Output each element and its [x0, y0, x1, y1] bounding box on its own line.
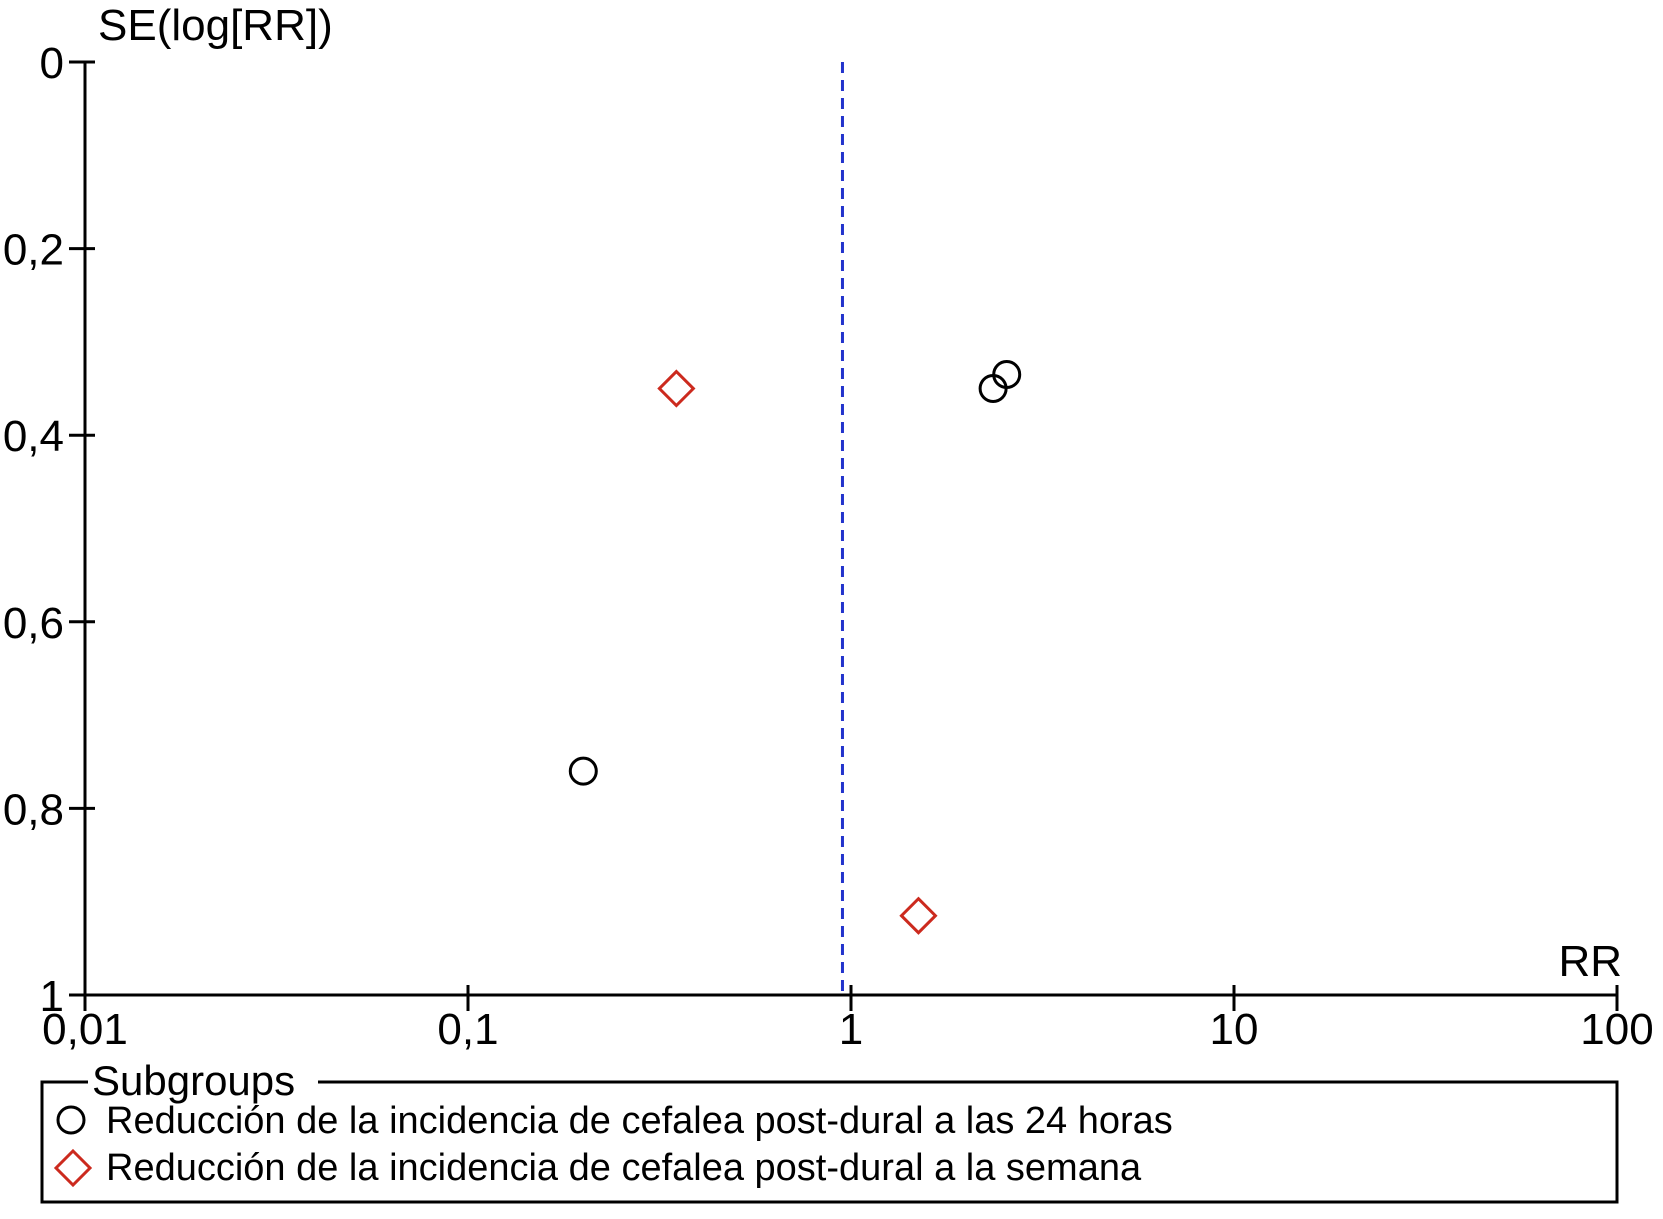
legend-title-backdrop [88, 1060, 318, 1100]
y-tick-label-2: 0,4 [3, 412, 64, 461]
x-tick-label-1: 0,1 [437, 1005, 498, 1054]
point-s1-0 [657, 369, 696, 408]
legend: Subgroups Reducción de la incidencia de … [40, 1057, 1619, 1204]
y-tick-label-4: 0,8 [3, 785, 64, 834]
y-axis-title: SE(log[RR]) [98, 1, 333, 50]
y-tick-label-1: 0,2 [3, 226, 64, 275]
point-s0-2 [992, 360, 1022, 390]
legend-circle-marker-icon [56, 1105, 86, 1135]
x-tick-label-0: 0,01 [42, 1005, 128, 1054]
y-tick-label-5: 1 [40, 972, 64, 1021]
x-tick-label-4: 100 [1580, 1005, 1653, 1054]
legend-entry-week: Reducción de la incidencia de cefalea po… [106, 1147, 1142, 1189]
point-s1-1 [899, 896, 938, 935]
legend-entry-24h: Reducción de la incidencia de cefalea po… [106, 1100, 1173, 1142]
x-ticks: 0,01 0,1 1 10 100 [42, 985, 1654, 1054]
point-s0-0 [568, 756, 598, 786]
y-tick-label-3: 0,6 [3, 599, 64, 648]
legend-title: Subgroups [92, 1057, 295, 1104]
x-tick-label-3: 10 [1210, 1005, 1259, 1054]
x-tick-label-2: 1 [839, 1005, 863, 1054]
x-axis-title: RR [1558, 937, 1622, 986]
axes: SE(log[RR]) RR [83, 1, 1622, 997]
legend-box [40, 1080, 1619, 1204]
y-tick-label-0: 0 [40, 39, 64, 88]
data-points [568, 360, 1022, 935]
y-ticks: 0 0,2 0,4 0,6 0,8 1 [3, 39, 95, 1021]
legend-diamond-marker-icon [53, 1148, 93, 1188]
